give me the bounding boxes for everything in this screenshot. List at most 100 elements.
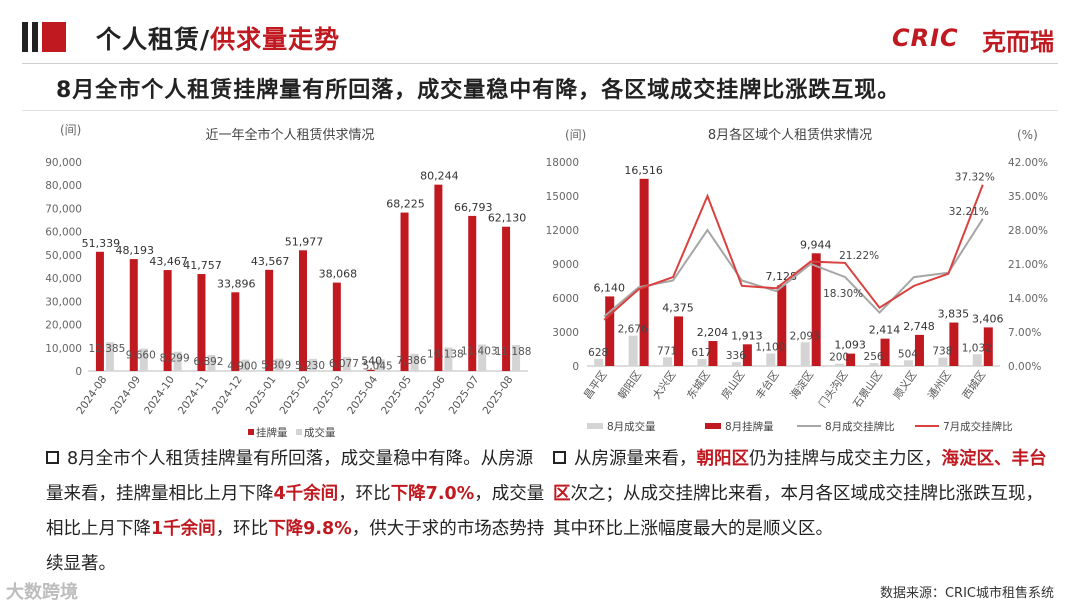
bar-listings	[163, 270, 172, 371]
x-tick-label: 西城区	[960, 369, 988, 402]
data-label-deals: 6,892	[193, 356, 223, 368]
bullet-box-icon	[46, 451, 59, 464]
legend-swatch-listings	[705, 423, 721, 429]
data-label-deals: 336	[726, 350, 746, 362]
x-tick-label: 2024-11	[176, 374, 211, 417]
y-unit-label: (间)	[60, 123, 81, 137]
y-tick-left: 6000	[552, 293, 579, 305]
x-tick-label: 朝阳区	[616, 369, 644, 402]
data-label-deals: 11,403	[461, 346, 498, 358]
line-data-label: 21.22%	[839, 250, 879, 262]
legend-swatch-deals	[296, 429, 302, 435]
data-label-listings: 48,193	[116, 244, 155, 257]
data-label-listings: 80,244	[420, 170, 459, 183]
data-label-listings: 4,375	[662, 301, 694, 314]
bar-listings	[949, 322, 959, 366]
y-tick-right: 14.00%	[1008, 293, 1048, 305]
bar-deals	[938, 357, 948, 366]
bar-deals	[342, 356, 351, 371]
bar-deals	[309, 358, 317, 371]
data-label-listings: 9,944	[800, 238, 832, 251]
bar-listings	[231, 292, 240, 371]
y-tick-right: 21.00%	[1008, 259, 1048, 271]
bar-deals	[275, 358, 284, 371]
x-tick-label: 东城区	[684, 368, 713, 401]
data-label-listings: 16,516	[624, 164, 663, 177]
bar-deals	[697, 359, 707, 366]
bar-deals	[663, 357, 673, 366]
bar-deals	[376, 359, 385, 371]
cric-logo: CRIC 克而瑞	[892, 24, 1054, 56]
bar-deals	[594, 358, 604, 366]
watermark: 大数跨境	[6, 582, 78, 603]
y-tick-label: 0	[75, 366, 82, 378]
x-tick-label: 2025-01	[244, 374, 279, 417]
line-data-label: 18.30%	[823, 288, 863, 300]
bar-listings	[129, 259, 138, 371]
bar-listings	[197, 274, 206, 371]
data-label-listings: 33,896	[217, 277, 256, 290]
bullet-right: 从房源量来看，朝阳区仍为挂牌与成交主力区，海淀区、丰台区次之；从成交挂牌比来看，…	[553, 449, 1047, 539]
x-tick-label: 2024-10	[142, 374, 177, 417]
x-tick-label: 2025-04	[345, 374, 380, 417]
data-label-listings: 540	[361, 355, 382, 368]
data-label-deals: 9,660	[126, 350, 156, 362]
x-tick-label: 房山区	[719, 368, 748, 401]
data-label-listings: 43,567	[251, 255, 290, 268]
y-tick-left: 3000	[552, 327, 579, 339]
bar-deals	[173, 351, 182, 371]
bullet-box-icon	[553, 451, 566, 464]
data-label-listings: 43,467	[149, 255, 188, 268]
data-label-deals: 12,385	[89, 343, 126, 355]
y-tick-right: 28.00%	[1008, 225, 1048, 237]
data-label-listings: 6,140	[593, 281, 625, 294]
bar-listings	[811, 253, 821, 366]
data-label-listings: 68,225	[386, 198, 425, 211]
legend-label-jul-ratio: 7月成交挂牌比	[943, 420, 1013, 433]
legend-label-deals: 8月成交量	[607, 420, 656, 433]
y-unit-left: (间)	[565, 128, 586, 142]
data-label-listings: 62,130	[488, 212, 526, 225]
x-tick-label: 2025-07	[447, 374, 482, 417]
bar-listings	[468, 215, 477, 371]
y-tick-label: 10,000	[45, 343, 82, 355]
data-label-listings: 1,093	[834, 339, 866, 352]
x-tick-label: 2024-09	[108, 374, 143, 417]
headline: 8月全市个人租赁挂牌量有所回落，成交量稳中有降，各区域成交挂牌比涨跌互现。	[56, 78, 901, 103]
data-label-deals: 617	[691, 347, 711, 359]
data-label-deals: 2,676	[618, 324, 648, 336]
x-tick-label: 昌平区	[582, 369, 610, 402]
x-tick-label: 海淀区	[787, 368, 816, 401]
data-label-deals: 4,900	[227, 361, 257, 373]
data-label-deals: 738	[932, 346, 952, 358]
y-tick-right: 7.00%	[1008, 327, 1041, 339]
page-title: 个人租赁/供求量走势	[96, 25, 341, 54]
bar-deals	[869, 363, 879, 366]
y-tick-label: 90,000	[45, 157, 82, 169]
data-label-deals: 771	[657, 345, 677, 357]
data-label-deals: 1,100	[755, 342, 785, 354]
y-tick-left: 0	[572, 361, 579, 373]
legend-swatch-listings	[248, 429, 254, 435]
y-tick-left: 12000	[546, 225, 579, 237]
bar-listings	[880, 338, 890, 366]
data-label-listings: 66,793	[454, 201, 493, 214]
y-tick-label: 60,000	[45, 227, 82, 239]
bar-listings	[95, 251, 104, 371]
data-label-deals: 5,045	[363, 360, 393, 372]
legend-label-listings: 8月挂牌量	[725, 420, 774, 433]
data-label-deals: 8,299	[160, 353, 190, 365]
bar-deals	[478, 344, 487, 371]
y-tick-left: 18000	[546, 157, 579, 169]
bar-listings	[674, 316, 684, 366]
x-tick-label: 2025-03	[311, 374, 346, 417]
x-tick-label: 大兴区	[650, 368, 679, 401]
legend-swatch-deals	[587, 423, 603, 429]
data-label-listings: 51,339	[82, 237, 121, 250]
legend-label-deals: 成交量	[304, 426, 336, 439]
data-label-deals: 5,309	[261, 360, 291, 372]
header-accent-bars	[22, 22, 66, 52]
bar-listings	[366, 369, 375, 371]
bar-deals	[903, 360, 913, 366]
data-label-listings: 1,913	[731, 329, 763, 342]
